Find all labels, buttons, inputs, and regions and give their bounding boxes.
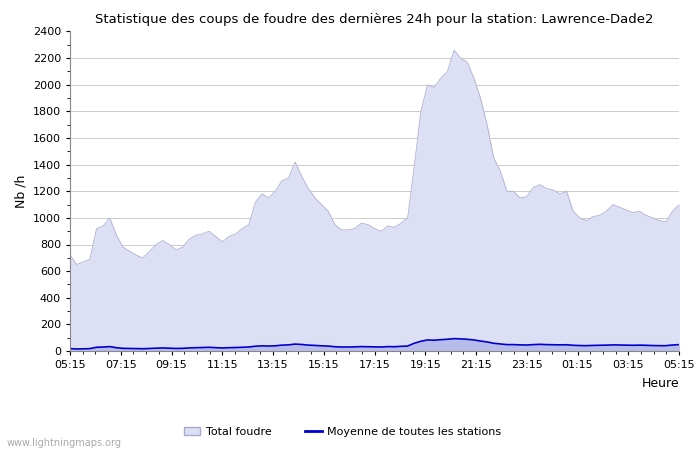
Text: www.lightningmaps.org: www.lightningmaps.org [7,438,122,448]
Y-axis label: Nb /h: Nb /h [14,175,27,208]
Text: Heure: Heure [641,377,679,390]
Title: Statistique des coups de foudre des dernières 24h pour la station: Lawrence-Dade: Statistique des coups de foudre des dern… [95,13,654,26]
